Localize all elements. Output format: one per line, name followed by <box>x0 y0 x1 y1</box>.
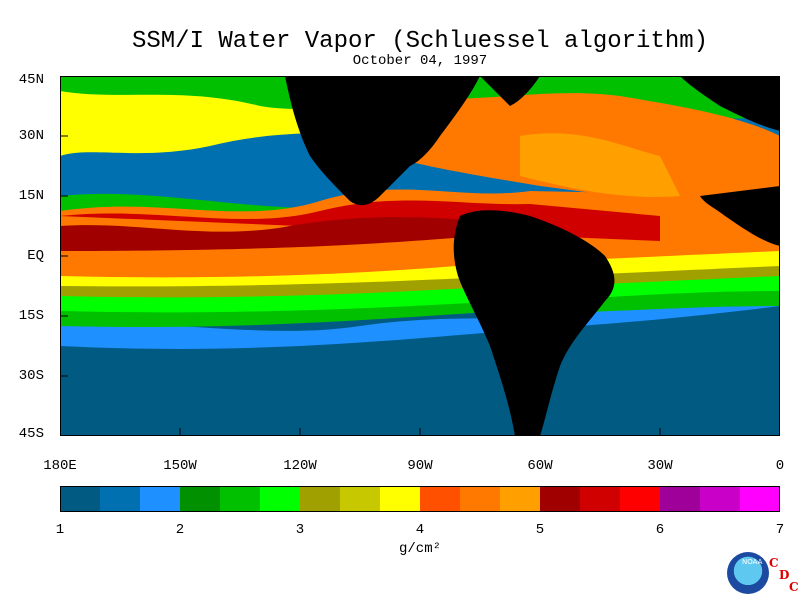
colorbar-swatch <box>140 487 181 511</box>
colorbar-swatch <box>260 487 301 511</box>
lat-label-45s: 45S <box>18 426 44 442</box>
land-greenland <box>480 76 540 106</box>
lat-label-45n: 45N <box>18 72 44 88</box>
subtropical-orange <box>520 133 680 197</box>
cdc-letter-c2: C <box>789 580 799 594</box>
colorbar-swatch <box>300 487 341 511</box>
colorbar-swatch <box>100 487 141 511</box>
lon-label-90w: 90W <box>407 458 433 474</box>
land-africa <box>700 186 780 246</box>
colorbar-units: g/cm² <box>398 541 441 557</box>
colorbar-tick-2: 2 <box>175 522 185 538</box>
colorbar-swatch <box>500 487 541 511</box>
land-south-america <box>453 210 615 436</box>
lon-label-0: 0 <box>775 458 785 474</box>
colorbar-swatch <box>620 487 661 511</box>
colorbar-swatch <box>460 487 501 511</box>
map-title: SSM/I Water Vapor (Schluessel algorithm) <box>131 28 709 55</box>
lon-label-60w: 60W <box>527 458 553 474</box>
colorbar-tick-3: 3 <box>295 522 305 538</box>
colorbar-swatch <box>180 487 221 511</box>
noaa-logo <box>727 552 769 594</box>
cdc-letter-d: D <box>779 568 790 582</box>
cdc-letter-c1: C <box>769 556 779 570</box>
lon-label-120w: 120W <box>283 458 317 474</box>
land-north-america <box>285 76 480 206</box>
lat-label-30s: 30S <box>18 368 44 384</box>
colorbar-frame <box>60 486 780 512</box>
colorbar-swatch <box>740 487 780 511</box>
colorbar-swatch <box>660 487 701 511</box>
colorbar-tick-4: 4 <box>415 522 425 538</box>
land-europe <box>680 76 780 131</box>
colorbar-swatch <box>540 487 581 511</box>
deep-red-core <box>60 217 480 251</box>
colorbar-swatch <box>220 487 261 511</box>
dry-south-band <box>60 286 780 349</box>
noaa-logo-text: NOAA <box>742 558 763 566</box>
colorbar-swatch <box>420 487 461 511</box>
colorbar-tick-7: 7 <box>775 522 785 538</box>
colorbar-swatch <box>700 487 741 511</box>
lon-label-30w: 30W <box>647 458 673 474</box>
lon-label-180e: 180E <box>43 458 77 474</box>
lat-label-30n: 30N <box>18 128 44 144</box>
lat-label-15s: 15S <box>18 308 44 324</box>
colorbar <box>60 486 780 512</box>
lon-label-150w: 150W <box>163 458 197 474</box>
lat-label-15n: 15N <box>18 188 44 204</box>
colorbar-swatch <box>380 487 421 511</box>
lat-label-eq: EQ <box>27 248 44 264</box>
colorbar-tick-5: 5 <box>535 522 545 538</box>
colorbar-tick-6: 6 <box>655 522 665 538</box>
map-date: October 04, 1997 <box>352 53 488 69</box>
colorbar-swatch <box>580 487 621 511</box>
colorbar-swatch <box>340 487 381 511</box>
colorbar-tick-1: 1 <box>55 522 65 538</box>
colorbar-swatch <box>60 487 101 511</box>
water-vapor-map <box>60 76 780 436</box>
